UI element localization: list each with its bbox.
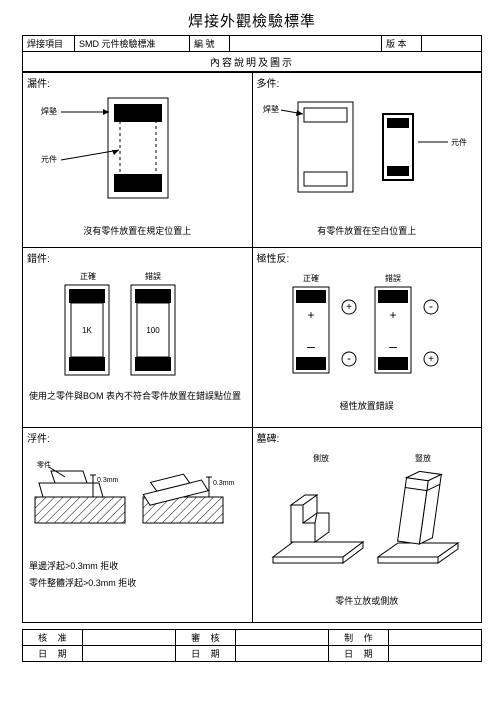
hdr-col2-label: 編 號 <box>190 36 230 52</box>
cell-tombstone-label: 墓碑: <box>253 428 482 447</box>
svg-text:–: – <box>307 338 315 354</box>
cell-missing: 漏件: 焊墊 元件 沒有零件放置 <box>23 73 253 248</box>
cell-tombstone: 墓碑: 側放 豎放 <box>252 428 482 623</box>
missing-diagram: 焊墊 元件 <box>23 92 253 222</box>
cell-missing-caption: 沒有零件放置在規定位置上 <box>23 222 252 239</box>
svg-text:+: + <box>428 354 434 365</box>
cell-tombstone-caption: 零件立放或側放 <box>253 592 482 609</box>
tag-ng: 錯誤 <box>145 271 161 281</box>
svg-text:–: – <box>389 338 397 354</box>
content-grid: 漏件: 焊墊 元件 沒有零件放置 <box>22 72 482 623</box>
tombstone-diagram: 側放 豎放 <box>253 447 483 592</box>
signoff-table: 核 准 審 核 制 作 日 期 日 期 日 期 <box>22 629 482 662</box>
tag-part2: 元件 <box>451 137 467 147</box>
sign-approve: 核 准 <box>23 630 83 646</box>
sign-make: 制 作 <box>329 630 389 646</box>
polarity-diagram: 正確 錯誤 + – + - <box>253 267 483 397</box>
hdr-col3-label: 版 本 <box>382 36 422 52</box>
header-table: 焊接項目 SMD 元件檢驗標准 編 號 版 本 <box>22 35 482 52</box>
hdr-col2-value <box>230 36 382 52</box>
wrong-diagram: 正確 錯誤 1K <box>23 267 253 387</box>
hdr-col1-value: SMD 元件檢驗標准 <box>75 36 190 52</box>
tag-stand: 豎放 <box>415 453 431 463</box>
cell-float: 浮件: 零件 <box>23 428 253 623</box>
dim-2: 0.3mm <box>213 480 235 487</box>
hdr-col1-label: 焊接項目 <box>23 36 75 52</box>
sign-date2: 日 期 <box>176 646 236 662</box>
svg-text:零件: 零件 <box>37 460 51 469</box>
page-title: 焊接外觀檢驗標準 <box>22 10 482 31</box>
tag-part: 元件 <box>41 154 57 164</box>
sign-date1: 日 期 <box>23 646 83 662</box>
tag-pad: 焊墊 <box>41 106 57 116</box>
section-bar: 內容說明及圖示 <box>22 52 482 72</box>
tag-ok: 正確 <box>80 271 96 281</box>
sign-review: 審 核 <box>176 630 236 646</box>
cell-float-caption2: 零件整體浮起>0.3mm 拒收 <box>23 574 252 591</box>
svg-text:+: + <box>307 308 314 322</box>
cell-extra: 多件: 焊墊 <box>252 73 482 248</box>
page: 焊接外觀檢驗標準 焊接項目 SMD 元件檢驗標准 編 號 版 本 內容說明及圖示… <box>0 0 504 713</box>
val-1k: 1K <box>82 326 92 335</box>
cell-wrong-caption: 使用之零件與BOM 表內不符合零件放置在錯誤點位置 <box>23 387 252 404</box>
tag-ng2: 錯誤 <box>385 273 401 283</box>
cell-polarity-label: 極性反: <box>253 248 482 267</box>
svg-text:-: - <box>429 299 433 313</box>
cell-polarity-caption: 極性放置錯誤 <box>253 397 482 414</box>
dim-1: 0.3mm <box>97 477 119 484</box>
val-100: 100 <box>146 326 160 335</box>
tag-pad2: 焊墊 <box>263 104 279 114</box>
extra-diagram: 焊墊 元件 <box>253 92 483 222</box>
float-diagram: 零件 0.3mm <box>23 447 253 557</box>
cell-float-caption1: 單邊浮起>0.3mm 拒收 <box>23 557 252 574</box>
cell-extra-caption: 有零件放置在空白位置上 <box>253 222 482 239</box>
cell-float-label: 浮件: <box>23 428 252 447</box>
cell-wrong-label: 錯件: <box>23 248 252 267</box>
svg-text:-: - <box>347 351 351 365</box>
cell-polarity: 極性反: 正確 錯誤 + – + - <box>252 248 482 428</box>
sign-date3: 日 期 <box>329 646 389 662</box>
svg-text:+: + <box>389 308 396 322</box>
cell-missing-label: 漏件: <box>23 73 252 92</box>
tag-ok2: 正確 <box>303 273 319 283</box>
svg-text:+: + <box>346 302 352 313</box>
cell-extra-label: 多件: <box>253 73 482 92</box>
cell-wrong: 錯件: 正確 錯誤 1K <box>23 248 253 428</box>
hdr-col3-value <box>422 36 482 52</box>
tag-side: 側放 <box>313 453 329 463</box>
